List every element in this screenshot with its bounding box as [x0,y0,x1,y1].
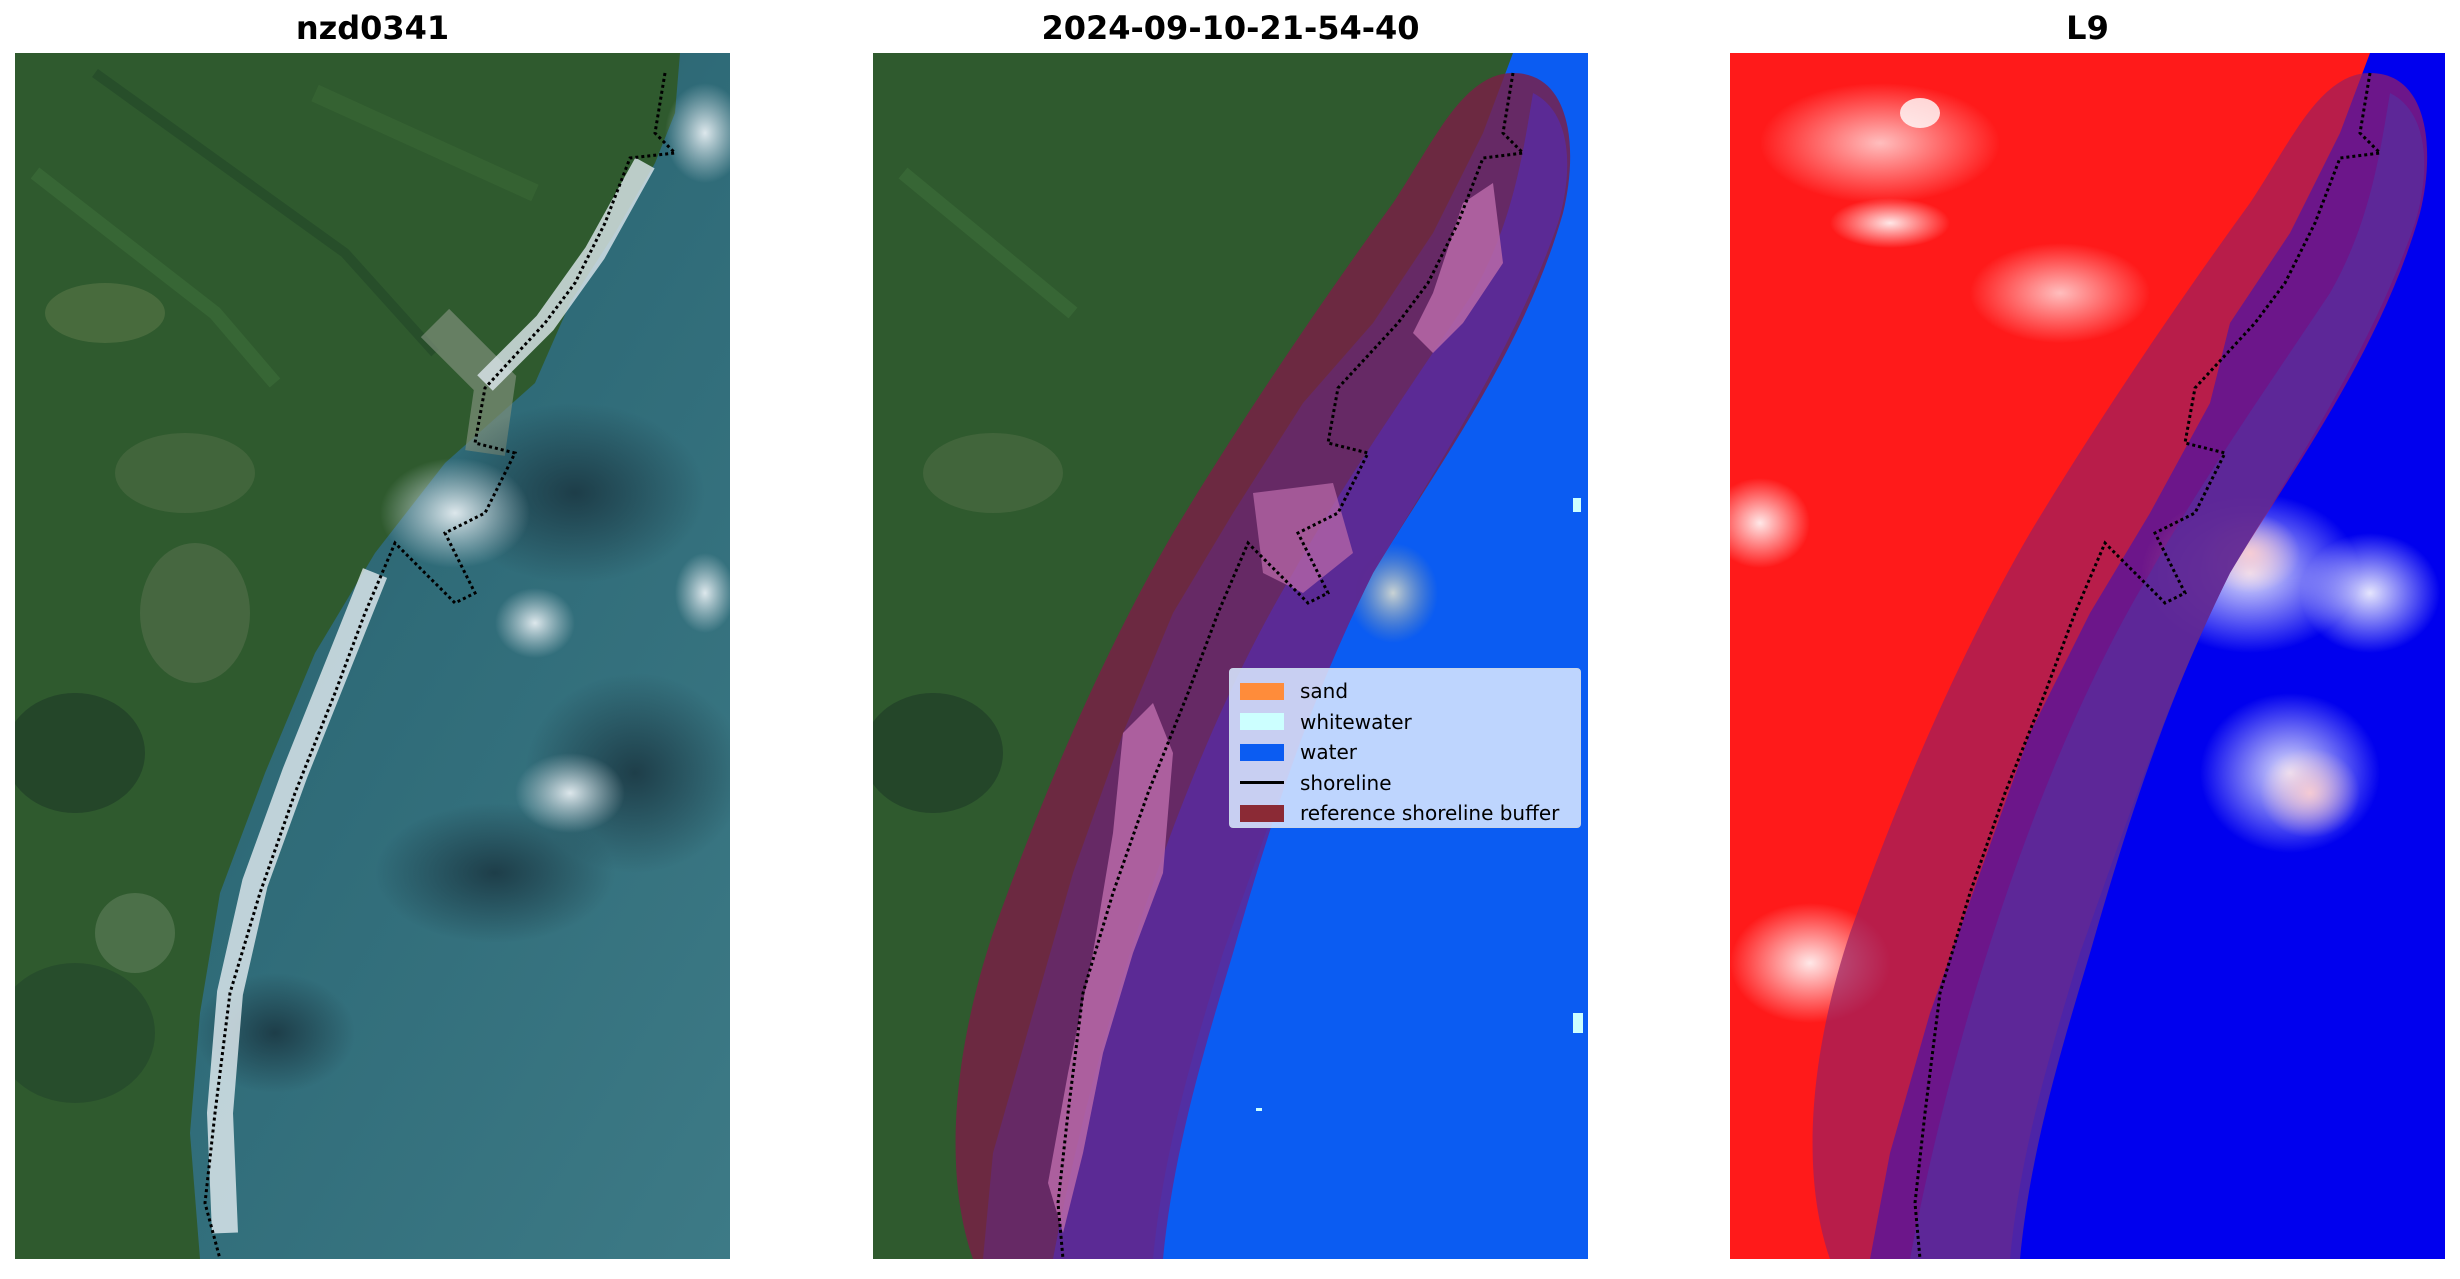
legend-item-shoreline: shoreline [1240,768,1570,799]
legend-label-buffer: reference shoreline buffer [1300,801,1560,826]
index-panel [1730,53,2445,1259]
legend-swatch-water [1240,743,1284,761]
index-image [1730,53,2445,1259]
shoreline-line-2 [1056,72,1527,1259]
classified-image [873,53,1588,1259]
classified-panel [873,53,1588,1259]
legend-swatch-buffer [1240,804,1284,822]
legend-swatch-sand [1240,682,1284,700]
panel-title-1: nzd0341 [295,9,450,47]
legend-label-water: water [1300,740,1357,765]
panel-title-2: 2024-09-10-21-54-40 [1041,9,1420,47]
rgb-satellite-panel [15,53,730,1259]
legend-label-whitewater: whitewater [1300,709,1412,734]
legend-item-water: water [1240,737,1570,768]
legend-label-shoreline: shoreline [1300,770,1392,795]
legend-item-sand: sand [1240,676,1570,707]
legend-label-sand: sand [1300,679,1349,704]
shoreline-line-1 [203,72,679,1259]
legend-item-whitewater: whitewater [1240,707,1570,738]
legend-swatch-shoreline [1240,781,1284,785]
rgb-satellite-image [15,53,730,1259]
legend-item-buffer: reference shoreline buffer [1240,798,1570,829]
legend-swatch-whitewater [1240,713,1284,731]
panel-title-3: L9 [2066,9,2109,47]
legend: sand whitewater water shoreline referenc… [1229,668,1581,828]
shoreline-line-3 [1913,72,2384,1259]
